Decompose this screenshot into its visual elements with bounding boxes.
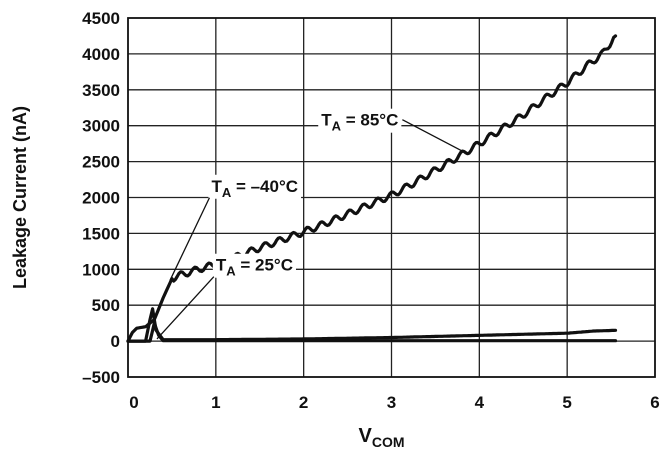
series-annotation: TA = 85°C xyxy=(321,111,398,134)
tick-labels: –500 0 500 1000 1500 2000 2500 3000 3500 4000 4500… xyxy=(82,9,660,412)
x-tick-label: 0 xyxy=(129,393,138,412)
series-annotation: TA = 25°C xyxy=(216,256,293,279)
series-annotation: TA = –40°C xyxy=(211,177,298,200)
annotations: TA = 85°C TA = –40°C TA = 25°C xyxy=(156,108,463,340)
y-tick-label: 0 xyxy=(111,332,120,351)
x-tick-label: 4 xyxy=(475,393,485,412)
y-tick-label: 1500 xyxy=(82,224,120,243)
series-layer xyxy=(126,34,618,343)
series-line xyxy=(126,321,618,343)
y-tick-label: 2500 xyxy=(82,153,120,172)
x-tick-label: 3 xyxy=(387,393,396,412)
annotation-leader xyxy=(156,276,215,340)
annotation-bg xyxy=(318,108,402,133)
y-tick-label: 1000 xyxy=(82,260,120,279)
y-tick-label: 3000 xyxy=(82,117,120,136)
annotation-leader xyxy=(169,197,211,281)
y-tick-label: 4500 xyxy=(82,9,120,28)
y-tick-label: 2000 xyxy=(82,189,120,208)
y-tick-label: –500 xyxy=(82,368,120,387)
annotation-bg xyxy=(212,253,296,278)
y-tick-label: 4000 xyxy=(82,45,120,64)
series-line xyxy=(126,34,618,343)
series-line xyxy=(126,307,618,343)
y-tick-label: 500 xyxy=(92,296,120,315)
x-axis-label: VCOM xyxy=(358,425,404,450)
x-tick-label: 6 xyxy=(650,393,659,412)
y-tick-label: 3500 xyxy=(82,81,120,100)
x-tick-label: 5 xyxy=(562,393,571,412)
annotation-leader xyxy=(402,119,463,152)
plot-frame xyxy=(127,17,656,378)
x-tick-label: 2 xyxy=(299,393,308,412)
annotation-bg xyxy=(208,174,302,199)
x-tick-label: 1 xyxy=(211,393,220,412)
y-axis-label: Leakage Current (nA) xyxy=(10,106,30,289)
